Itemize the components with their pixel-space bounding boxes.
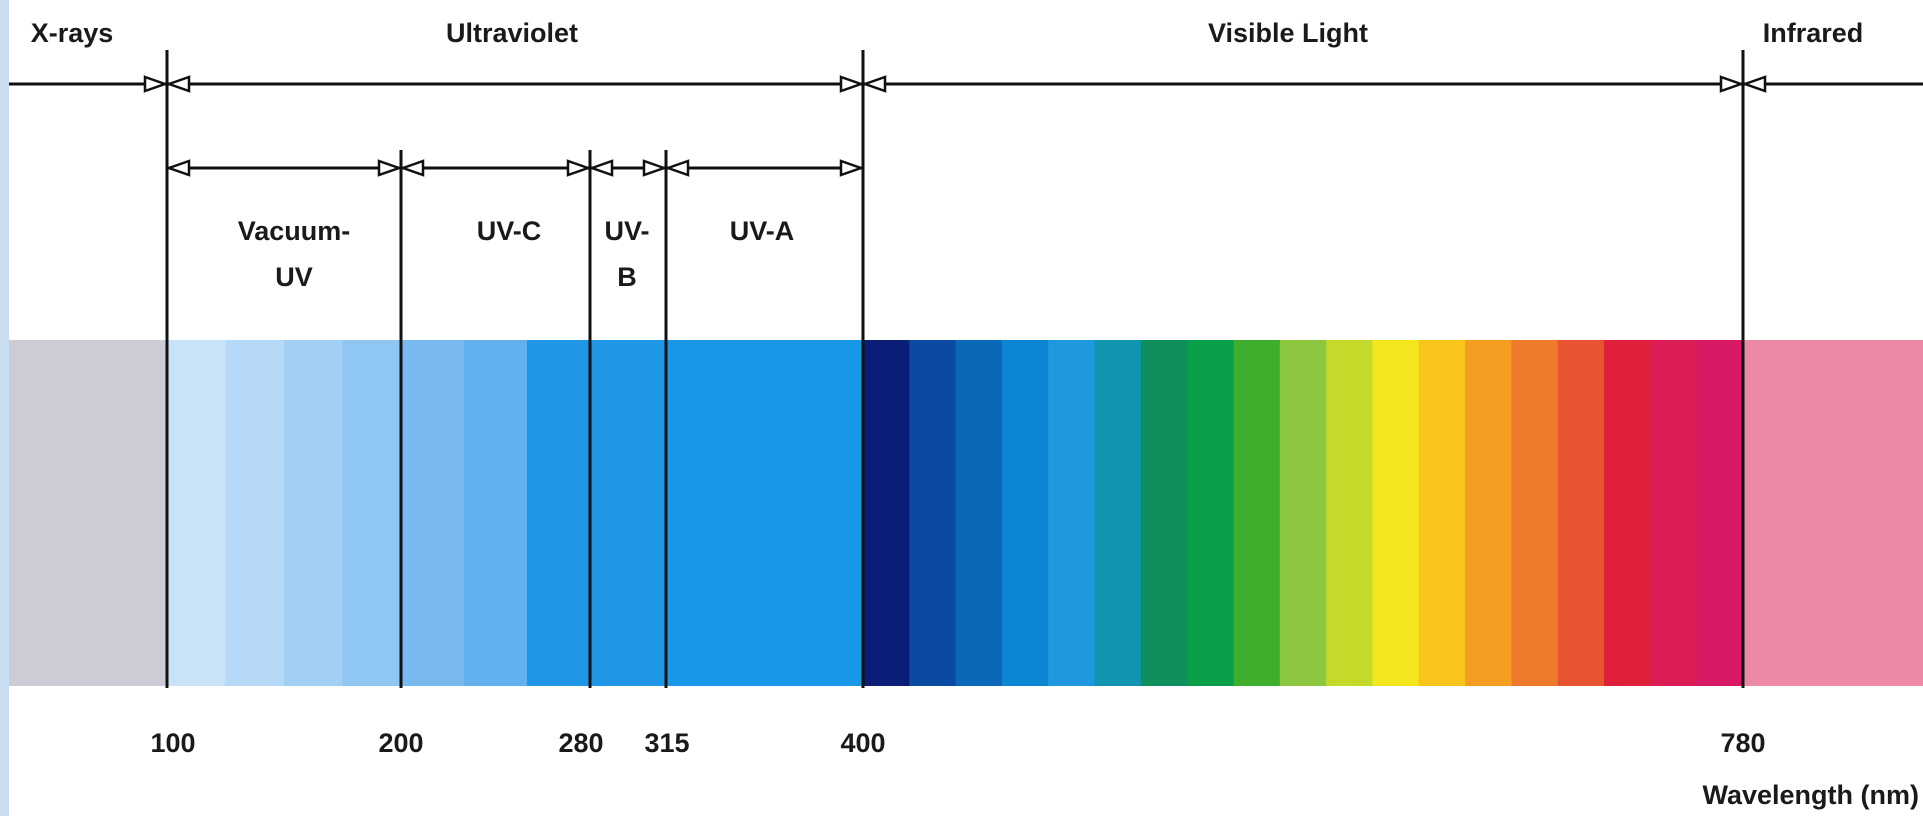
boundary-lines bbox=[165, 50, 1745, 688]
band-visible-11 bbox=[1372, 340, 1420, 686]
band-label-uv-b-line2: B bbox=[617, 262, 637, 292]
band-uv-c-1 bbox=[464, 340, 528, 686]
tick-label-315: 315 bbox=[644, 728, 689, 758]
band-uv-b bbox=[590, 340, 666, 686]
page-border bbox=[0, 0, 9, 816]
band-label-vacuum-uv-line1: Vacuum- bbox=[238, 216, 351, 246]
band-xrays bbox=[9, 340, 167, 686]
band-uv-c-2 bbox=[527, 340, 591, 686]
band-visible-18 bbox=[1696, 340, 1744, 686]
tick-label-200: 200 bbox=[378, 728, 423, 758]
band-visible-16 bbox=[1604, 340, 1651, 686]
band-visible-14 bbox=[1511, 340, 1559, 686]
band-vacuum-uv-0 bbox=[167, 340, 227, 686]
tick-label-780: 780 bbox=[1720, 728, 1765, 758]
arrow-xrays-head-right bbox=[143, 75, 169, 93]
band-label-vacuum-uv-line2: UV bbox=[275, 262, 313, 292]
arrow-infrared-head-left bbox=[1741, 75, 1767, 93]
arrow-visible-head-left bbox=[861, 75, 887, 93]
band-visible-0 bbox=[863, 340, 910, 686]
band-uv-c-0 bbox=[401, 340, 465, 686]
band-vacuum-uv-3 bbox=[342, 340, 402, 686]
arrow-vacuum-uv-head-right bbox=[377, 159, 403, 177]
band-visible-4 bbox=[1048, 340, 1096, 686]
band-visible-9 bbox=[1279, 340, 1327, 686]
band-visible-10 bbox=[1326, 340, 1374, 686]
band-visible-5 bbox=[1094, 340, 1142, 686]
arrow-vacuum-uv-head-left bbox=[165, 159, 191, 177]
region-label-infrared: Infrared bbox=[1763, 18, 1864, 48]
arrow-uv-a-head-right bbox=[839, 159, 865, 177]
band-visible-2 bbox=[955, 340, 1003, 686]
band-visible-13 bbox=[1465, 340, 1513, 686]
arrow-uv-b-head-right bbox=[642, 159, 668, 177]
band-visible-8 bbox=[1233, 340, 1281, 686]
tick-label-100: 100 bbox=[150, 728, 195, 758]
region-label-xrays: X-rays bbox=[31, 18, 114, 48]
band-label-uv-b-line1: UV- bbox=[604, 216, 649, 246]
band-visible-3 bbox=[1001, 340, 1049, 686]
band-infrared bbox=[1743, 340, 1923, 686]
arrow-uv-c-head-right bbox=[566, 159, 592, 177]
band-label-uv-c: UV-C bbox=[477, 216, 542, 246]
color-band-group bbox=[9, 340, 1923, 686]
arrow-uv-c-head-left bbox=[399, 159, 425, 177]
axis-label-wavelength: Wavelength (nm) bbox=[1702, 780, 1919, 810]
range-arrows bbox=[9, 75, 1923, 177]
band-vacuum-uv-1 bbox=[225, 340, 285, 686]
band-uv-a bbox=[666, 340, 863, 686]
arrow-ultraviolet-head-right bbox=[839, 75, 865, 93]
band-vacuum-uv-2 bbox=[284, 340, 344, 686]
band-visible-1 bbox=[909, 340, 957, 686]
region-label-visible-light: Visible Light bbox=[1208, 18, 1368, 48]
band-visible-6 bbox=[1140, 340, 1188, 686]
arrow-ultraviolet-head-left bbox=[165, 75, 191, 93]
band-visible-12 bbox=[1418, 340, 1466, 686]
band-visible-7 bbox=[1187, 340, 1235, 686]
arrow-uv-b-head-left bbox=[588, 159, 614, 177]
band-visible-17 bbox=[1650, 340, 1698, 686]
band-label-uv-a: UV-A bbox=[730, 216, 795, 246]
band-visible-15 bbox=[1557, 340, 1605, 686]
region-label-ultraviolet: Ultraviolet bbox=[446, 18, 578, 48]
tick-label-280: 280 bbox=[558, 728, 603, 758]
arrow-uv-a-head-left bbox=[664, 159, 690, 177]
tick-label-400: 400 bbox=[840, 728, 885, 758]
arrow-visible-head-right bbox=[1719, 75, 1745, 93]
